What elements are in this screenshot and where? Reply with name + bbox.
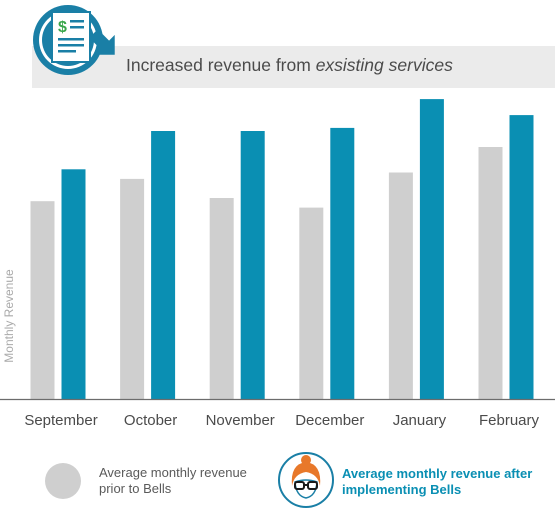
bar-prior-january: [388, 172, 413, 399]
bar-after-february: [509, 115, 534, 399]
invoice-dollar-icon: $: [33, 5, 115, 75]
legend-label-prior: Average monthly revenue prior to Bells: [99, 465, 247, 496]
bar-prior-november: [209, 198, 234, 399]
chart-title: Increased revenue from exsisting service…: [126, 55, 453, 76]
x-tick-label-september: September: [24, 412, 97, 429]
chart-title-emphasis: exsisting services: [315, 55, 453, 75]
bar-after-october: [151, 131, 176, 399]
bar-after-january: [419, 99, 444, 399]
bar-prior-september: [30, 201, 55, 399]
bar-after-november: [240, 131, 265, 399]
woman-with-glasses-icon: [278, 452, 334, 508]
bar-prior-december: [299, 207, 324, 399]
x-tick-label-january: January: [393, 412, 447, 429]
chart-title-plain: Increased revenue from: [126, 55, 316, 75]
bar-prior-february: [478, 147, 503, 399]
x-tick-label-december: December: [295, 412, 364, 429]
legend-label-after: Average monthly revenue after implementi…: [342, 466, 533, 497]
x-tick-label-february: February: [479, 412, 540, 429]
x-tick-label-october: October: [124, 412, 177, 429]
title-band: [32, 46, 555, 88]
svg-text:$: $: [58, 19, 67, 36]
bar-after-september: [61, 169, 86, 399]
y-axis-label: Monthly Revenue: [2, 269, 16, 363]
bar-prior-october: [120, 178, 145, 399]
legend-swatch-prior: [45, 463, 81, 499]
bar-after-december: [330, 127, 355, 400]
x-tick-label-november: November: [206, 412, 275, 429]
